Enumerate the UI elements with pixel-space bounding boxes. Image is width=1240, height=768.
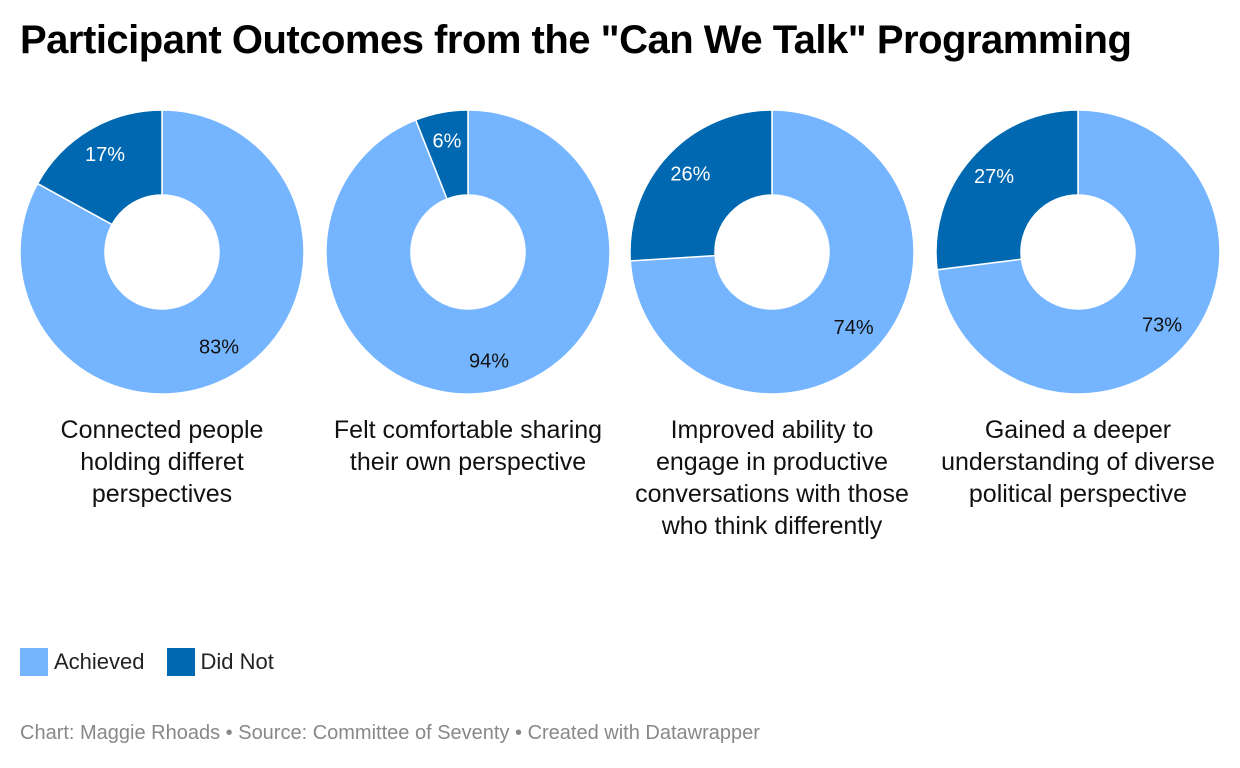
donut-3-label-did-not: 26% (670, 164, 710, 186)
donut-1-label-achieved: 83% (199, 337, 239, 359)
legend: Achieved Did Not (20, 648, 296, 676)
donut-3-slice-achieved (629, 109, 915, 395)
donut-3-label-achieved: 74% (834, 317, 874, 339)
legend-swatch-did-not (166, 648, 195, 676)
donut-4-label-achieved: 73% (1142, 314, 1182, 336)
legend-label-achieved: Achieved (54, 649, 145, 674)
donut-3-slice-did-not (629, 109, 773, 262)
donut-4-slice-achieved (936, 109, 1221, 395)
donut-4-label-did-not: 27% (974, 166, 1014, 188)
legend-item-did-not: Did Not (166, 648, 274, 676)
chart-footer: Chart: Maggie Rhoads • Source: Committee… (20, 722, 760, 744)
donut-4-slice-did-not (935, 109, 1079, 271)
donut-caption-1: Connected people holding differet perspe… (60, 416, 264, 508)
donut-caption-2: Felt comfortable sharing their own persp… (333, 416, 603, 476)
donut-caption-4: Gained a deeper understanding of diverse… (941, 416, 1215, 508)
donut-1-label-did-not: 17% (85, 144, 125, 166)
donut-2-label-did-not: 6% (433, 130, 462, 152)
legend-label-did-not: Did Not (200, 649, 274, 674)
donut-caption-3: Improved ability to engage in productive… (635, 416, 909, 540)
donut-charts: 83% 17% 94% 6% 74% 26% 73% 27% (19, 109, 1221, 395)
legend-swatch-achieved (20, 648, 48, 676)
donut-1-slice-achieved (19, 109, 305, 395)
legend-item-achieved: Achieved (20, 648, 145, 676)
donut-2-slice-achieved (325, 109, 611, 395)
donut-1-slice-did-not (36, 109, 163, 226)
donut-2-label-achieved: 94% (469, 350, 509, 372)
chart-title: Participant Outcomes from the "Can We Ta… (20, 18, 1132, 62)
donut-2-slice-did-not (414, 109, 469, 200)
